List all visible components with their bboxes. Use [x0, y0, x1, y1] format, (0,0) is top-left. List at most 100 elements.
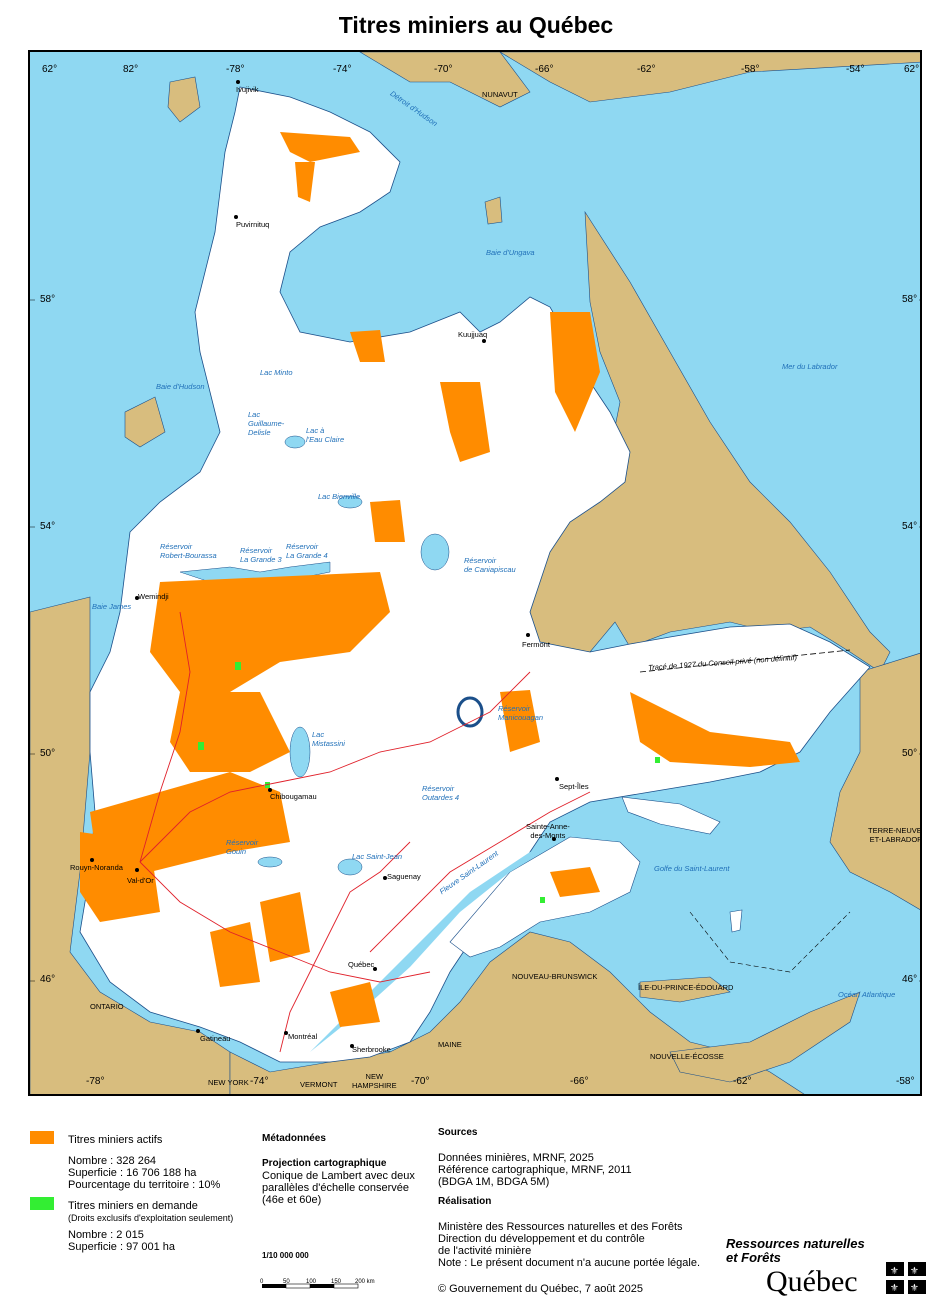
road-3	[139, 861, 431, 983]
scale-tick-0: 0	[260, 1279, 264, 1285]
dot-gatineau	[196, 1029, 200, 1033]
claim-zone-sud	[260, 892, 310, 962]
label-baie-ungava: Baie d'Ungava	[486, 248, 535, 257]
label-baie-james: Baie James	[92, 602, 132, 611]
map-frame[interactable]: 62° 82° -78° -74° -70° -66° -62° -58° -5…	[28, 50, 922, 1096]
city-sherbrooke: Sherbrooke	[352, 1045, 391, 1054]
legend-actifs-superficie: Superficie : 16 706 188 ha	[68, 1167, 197, 1179]
logo-line1: Ressources naturelles	[726, 1236, 865, 1251]
legend-demande-nombre: Nombre : 2 015	[68, 1229, 144, 1241]
demand-4	[655, 757, 660, 763]
scale-bar	[262, 1283, 359, 1289]
demand-5	[540, 897, 545, 903]
fleur-glyph-3: ⚜	[890, 1283, 899, 1294]
road-2	[279, 841, 411, 1053]
city-chibougamau: Chibougamau	[270, 792, 317, 801]
region-nunavut: NUNAVUT	[482, 90, 518, 99]
tick-bottom-3: -66°	[570, 1076, 589, 1087]
label-res-lg3: Réservoir La Grande 3	[240, 546, 282, 564]
meta-proj-2: parallèles d'échelle conservée	[262, 1182, 410, 1194]
realisation-note: Note : Le présent document n'a aucune po…	[438, 1257, 701, 1269]
tick-right-2: 50°	[902, 748, 918, 759]
label-res-manicouagan: Réservoir Manicouagan	[498, 704, 544, 722]
dot-wemindji	[135, 596, 139, 600]
fleur-glyph-4: ⚜	[910, 1283, 919, 1294]
graticule-layer	[30, 299, 920, 982]
sources-line3: (BDGA 1M, BDGA 5M)	[438, 1176, 550, 1188]
legend-actifs-nombre: Nombre : 328 264	[68, 1155, 157, 1167]
claim-zone-centre-nord	[350, 330, 385, 362]
label-mer-labrador: Mer du Labrador	[782, 362, 838, 371]
tick-top-2: -78°	[226, 64, 245, 75]
tick-top-1: 82°	[123, 64, 139, 75]
demand-2	[198, 742, 204, 750]
tick-top-9: 62°	[904, 64, 920, 75]
dot-val-dor	[135, 868, 139, 872]
label-ocean: Océan Atlantique	[838, 990, 896, 999]
claim-zone-fosse	[440, 382, 490, 462]
claim-zone-estrie	[330, 982, 380, 1027]
dot-quebec	[373, 967, 377, 971]
lake-st-jean	[337, 858, 363, 876]
claim-zone-nord	[280, 132, 360, 162]
scale-segment-3	[310, 1284, 334, 1288]
lake-eau-claire	[284, 435, 306, 449]
lake-caniapiscau	[420, 533, 450, 571]
realisation-line3: de l'activité minière	[438, 1245, 532, 1257]
dot-chibougamau	[268, 788, 272, 792]
claims-layer	[80, 132, 800, 1027]
label-lac-guillaume: Lac Guillaume- Delisle	[248, 410, 285, 437]
lake-mistassini	[289, 726, 311, 778]
tick-right-0: 58°	[902, 294, 918, 305]
city-sept-iles: Sept-Îles	[559, 782, 589, 791]
tick-right-1: 54°	[902, 521, 918, 532]
roads-layer	[139, 611, 591, 1053]
meta-proj-1: Conique de Lambert avec deux	[262, 1170, 415, 1182]
dot-ivujivik	[236, 80, 240, 84]
region-vermont: VERMONT	[300, 1080, 338, 1089]
claim-zone-nord-2	[295, 162, 315, 202]
tick-top-4: -70°	[434, 64, 453, 75]
claims-demand-layer	[198, 662, 660, 903]
logo-name: Québec	[766, 1265, 858, 1298]
city-rouyn: Rouyn-Noranda	[70, 863, 123, 872]
city-montreal: Montréal	[288, 1032, 318, 1041]
city-puvirnituq: Puvirnituq	[236, 220, 270, 229]
city-sainte-anne: Sainte-Anne- des-Monts	[526, 822, 570, 840]
fleur-glyph-1: ⚜	[890, 1266, 899, 1277]
legend-swatch-actifs	[30, 1131, 54, 1144]
land-nova-scotia	[669, 991, 861, 1083]
label-baie-hudson: Baie d'Hudson	[156, 382, 205, 391]
legend-demande-note: (Droits exclusifs d'exploitation seuleme…	[68, 1213, 234, 1223]
tick-top-6: -62°	[637, 64, 656, 75]
label-res-robert: Réservoir Robert-Bourassa	[160, 542, 217, 560]
tick-right-3: 46°	[902, 974, 918, 985]
tick-bottom-4: -62°	[733, 1076, 752, 1087]
claim-zone-est	[370, 500, 405, 542]
dot-saguenay	[383, 876, 387, 880]
land-nunavut	[359, 52, 531, 108]
demand-3	[265, 782, 270, 788]
label-lac-st-jean: Lac Saint-Jean	[352, 852, 403, 861]
scale-segment-1	[262, 1284, 286, 1288]
tick-bottom-5: -58°	[896, 1076, 915, 1087]
scale-segment-4	[333, 1283, 359, 1289]
claim-zone-jamesie	[150, 572, 390, 692]
lake-bienville	[337, 495, 363, 509]
legend-actifs-pourcentage: Pourcentage du territoire : 10%	[68, 1179, 221, 1191]
label-golfe: Golfe du Saint-Laurent	[654, 864, 730, 873]
dot-fermont	[526, 633, 530, 637]
region-terre-neuve: TERRE-NEUVE- ET-LABRADOR	[868, 826, 922, 844]
land-anticosti	[621, 796, 721, 835]
claim-zone-rouyn	[80, 832, 160, 922]
claim-zone-laurentides	[210, 922, 260, 987]
label-res-gouin: Réservoir Gouin	[226, 838, 259, 856]
dot-sherbrooke	[350, 1044, 354, 1048]
legend-demande-superficie: Superficie : 97 001 ha	[68, 1241, 176, 1253]
legend-demande-label: Titres miniers en demande	[68, 1200, 198, 1212]
map-title: Titres miniers au Québec	[338, 12, 614, 38]
tick-left-3: 46°	[40, 974, 56, 985]
tick-top-7: -58°	[741, 64, 760, 75]
region-new-york: NEW YORK	[208, 1078, 249, 1087]
sources-heading: Sources	[438, 1127, 478, 1138]
